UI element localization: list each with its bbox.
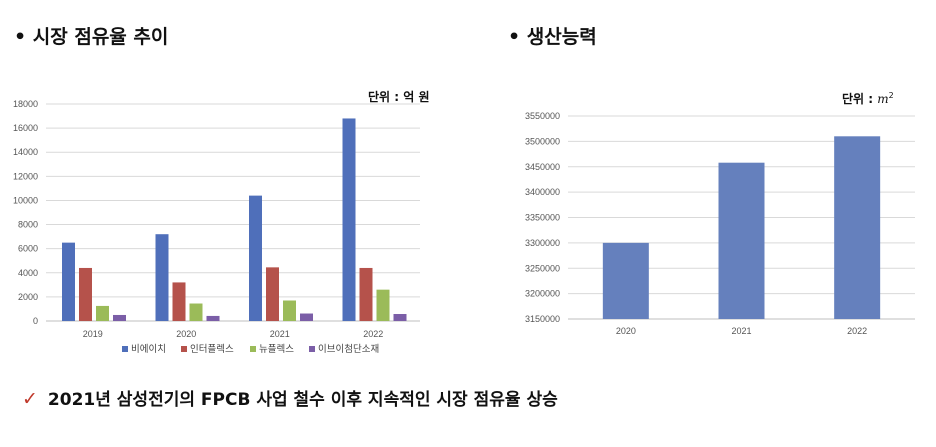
legend-label: 이브이첨단소재 xyxy=(318,344,379,355)
bar-2022-series-2 xyxy=(359,267,373,321)
bar-2022-series-3 xyxy=(376,289,390,321)
bar-2020-series-3 xyxy=(189,303,203,321)
bar-2020 xyxy=(602,242,649,319)
market-share-heading: • 시장 점유율 추이 xyxy=(14,26,169,48)
y-tick-label: 3350000 xyxy=(525,213,560,223)
x-tick-label: 2021 xyxy=(270,329,290,339)
y-tick-label: 3250000 xyxy=(525,263,560,273)
bar-2019-series-1 xyxy=(62,242,75,321)
y-tick-label: 0 xyxy=(33,316,38,326)
bar-2022-series-4 xyxy=(393,314,407,321)
legend-swatch xyxy=(122,346,128,352)
legend-label: 뉴플렉스 xyxy=(259,344,294,355)
bar-2021-series-1 xyxy=(249,195,262,321)
x-tick-label: 2020 xyxy=(176,329,196,339)
bar-2021-series-4 xyxy=(300,313,313,321)
x-tick-label: 2021 xyxy=(731,326,751,336)
y-tick-label: 3400000 xyxy=(525,187,560,197)
capacity-unit-superscript: 2 xyxy=(888,91,894,100)
y-tick-label: 2000 xyxy=(18,292,38,302)
capacity-heading: • 생산능력 xyxy=(508,26,597,48)
bar-2021-series-2 xyxy=(266,267,279,321)
legend-swatch xyxy=(309,346,315,352)
capacity-unit-prefix: 단위 : xyxy=(842,92,878,106)
check-icon: ✓ xyxy=(22,388,38,410)
bar-2021 xyxy=(718,162,765,319)
y-tick-label: 3200000 xyxy=(525,289,560,299)
bar-2020-series-1 xyxy=(155,234,169,321)
bar-2019-series-2 xyxy=(79,267,92,321)
x-tick-label: 2019 xyxy=(83,329,103,339)
conclusion-line: ✓ 2021년 삼성전기의 FPCB 사업 철수 이후 지속적인 시장 점유율 상… xyxy=(22,385,558,410)
y-tick-label: 3300000 xyxy=(525,238,560,248)
y-tick-label: 3550000 xyxy=(525,111,560,121)
x-tick-label: 2022 xyxy=(363,329,383,339)
x-tick-label: 2022 xyxy=(847,326,867,336)
y-tick-label: 4000 xyxy=(18,268,38,278)
y-tick-label: 12000 xyxy=(13,171,38,181)
y-tick-label: 16000 xyxy=(13,123,38,133)
x-tick-label: 2020 xyxy=(616,326,636,336)
legend-label: 인터플렉스 xyxy=(190,344,234,355)
bar-2020-series-2 xyxy=(172,282,186,321)
conclusion-text: 2021년 삼성전기의 FPCB 사업 철수 이후 지속적인 시장 점유율 상승 xyxy=(47,390,558,410)
y-tick-label: 8000 xyxy=(18,220,38,230)
y-tick-label: 6000 xyxy=(18,244,38,254)
y-tick-label: 10000 xyxy=(13,195,38,205)
bar-2019-series-4 xyxy=(113,314,126,321)
bar-2021-series-3 xyxy=(283,300,296,321)
legend-label: 비에이치 xyxy=(131,343,166,355)
capacity-unit-label: 단위 : m2 xyxy=(842,90,894,107)
bar-2022 xyxy=(834,136,881,319)
y-tick-label: 14000 xyxy=(13,147,38,157)
y-tick-label: 18000 xyxy=(13,99,38,109)
market-share-unit-label: 단위 : 억 원 xyxy=(368,90,430,104)
legend-swatch xyxy=(250,346,256,352)
y-tick-label: 3450000 xyxy=(525,162,560,172)
capacity-unit-symbol: m xyxy=(877,92,889,106)
bar-2020-series-4 xyxy=(206,315,220,321)
legend-swatch xyxy=(181,346,187,352)
bar-2019-series-3 xyxy=(96,305,109,321)
y-tick-label: 3150000 xyxy=(525,314,560,324)
y-tick-label: 3500000 xyxy=(525,136,560,146)
bar-2022-series-1 xyxy=(342,118,356,321)
